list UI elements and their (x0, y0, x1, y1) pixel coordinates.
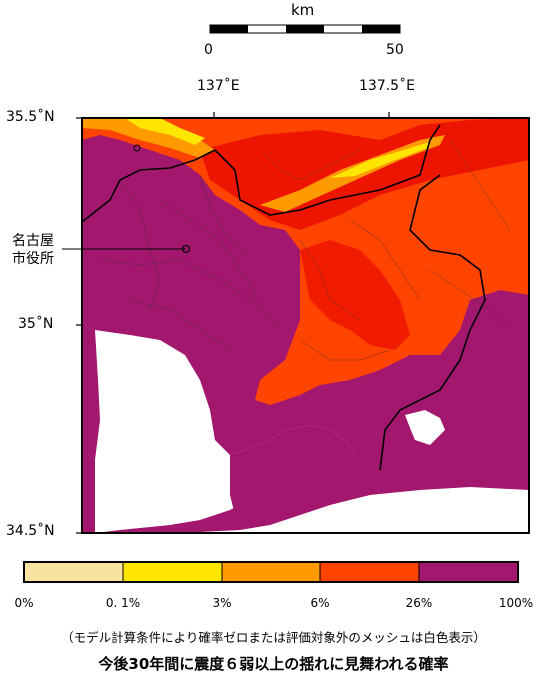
map-label-line1: 名古屋 (12, 233, 54, 249)
x-tick-137-5e: 137.5˚E (359, 78, 415, 94)
legend-tick-0: 0% (14, 596, 34, 610)
scale-right-label: 50 (386, 42, 404, 58)
y-tick-35n: 35˚N (18, 316, 54, 332)
y-tick-35-5n: 35.5˚N (6, 109, 55, 125)
legend-colorbar (23, 561, 519, 583)
map-note: （モデル計算条件により確率ゼロまたは評価対象外のメッシュは白色表示） (61, 630, 486, 645)
legend-tick-3: 6% (310, 596, 330, 610)
legend-tick-5: 100% (498, 596, 534, 610)
legend-swatch-0 (24, 562, 123, 582)
scale-left-label: 0 (204, 42, 213, 58)
x-tick-137e: 137˚E (197, 78, 240, 94)
legend-swatch-2 (222, 562, 320, 582)
legend-tick-2: 3% (212, 596, 232, 610)
scale-bar (209, 24, 401, 34)
hazard-map (62, 112, 530, 534)
legend-swatch-3 (320, 562, 419, 582)
legend-tick-4: 26% (405, 596, 433, 610)
map-title: 今後30年間に震度６弱以上の揺れに見舞われる確率 (98, 655, 449, 673)
legend-tick-1: 0. 1% (105, 596, 141, 610)
map-label-line2: 市役所 (12, 251, 54, 267)
y-tick-34-5n: 34.5˚N (6, 523, 55, 539)
scale-unit-label: km (291, 1, 315, 19)
legend-swatch-4 (419, 562, 518, 582)
legend-swatch-1 (123, 562, 222, 582)
